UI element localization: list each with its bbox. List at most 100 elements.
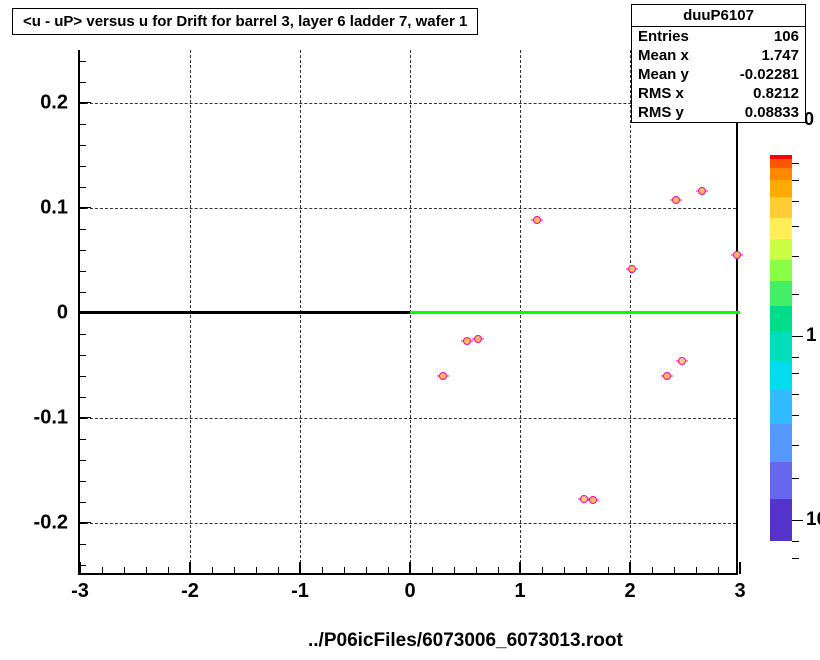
x-tick-minor — [586, 567, 587, 574]
stats-name: duuP6107 — [632, 5, 805, 27]
data-point — [474, 335, 482, 343]
colorbar-tick — [792, 256, 799, 257]
y-tick-minor — [79, 418, 86, 419]
gridline-h — [80, 523, 736, 524]
stats-value: 106 — [774, 28, 799, 45]
data-point — [698, 187, 706, 195]
colorbar-tick — [792, 541, 799, 542]
x-axis-label: 0 — [404, 580, 415, 603]
x-tick-minor — [344, 567, 345, 574]
x-axis-label: 2 — [624, 580, 635, 603]
x-tick-minor — [168, 567, 169, 574]
y-tick-minor — [79, 502, 86, 503]
y-tick-minor — [79, 292, 86, 293]
x-tick-minor — [476, 567, 477, 574]
x-tick-minor — [674, 567, 675, 574]
y-tick-minor — [79, 271, 86, 272]
x-tick-minor — [146, 567, 147, 574]
x-tick-minor — [696, 567, 697, 574]
y-axis-label: 0 — [57, 301, 80, 324]
colorbar-tick — [792, 415, 799, 416]
stats-row: Entries106 — [632, 27, 805, 46]
x-tick-minor — [630, 567, 631, 574]
x-tick-minor — [454, 567, 455, 574]
stats-label: Mean y — [638, 66, 689, 83]
x-tick-minor — [520, 567, 521, 574]
y-axis-label: 0.2 — [40, 91, 80, 114]
stats-value: -0.02281 — [740, 66, 799, 83]
colorbar-segment — [770, 361, 792, 390]
y-tick-minor — [79, 460, 86, 461]
colorbar-tick — [792, 294, 799, 295]
colorbar-segment — [770, 260, 792, 281]
colorbar-tick — [792, 226, 799, 227]
y-tick-minor — [79, 61, 86, 62]
colorbar-tick — [792, 201, 799, 202]
stats-rows: Entries106Mean x 1.747 Mean y -0.02281RMS x… — [632, 27, 805, 122]
y-tick-minor — [79, 355, 86, 356]
y-tick-minor — [79, 124, 86, 125]
x-tick-minor — [212, 567, 213, 574]
x-tick-minor — [366, 567, 367, 574]
y-tick-minor — [79, 439, 86, 440]
x-tick-minor — [608, 567, 609, 574]
chart-title-box: <u - uP> versus u for Drift for barrel 3… — [12, 8, 478, 35]
stats-row: RMS y0.08833 — [632, 103, 805, 122]
x-axis-label: -2 — [181, 580, 199, 603]
x-tick-minor — [718, 567, 719, 574]
data-point — [463, 337, 471, 345]
data-point — [663, 372, 671, 380]
y-tick-minor — [79, 103, 86, 104]
x-axis-label: 3 — [734, 580, 745, 603]
colorbar-segment — [770, 180, 792, 197]
y-axis-label: -0.1 — [34, 406, 80, 429]
x-tick-minor — [278, 567, 279, 574]
y-tick-minor — [79, 334, 86, 335]
colorbar-segment — [770, 331, 792, 360]
plot-area: -0.2-0.100.10.2-3-2-10123 — [78, 50, 738, 575]
gridline-h — [80, 418, 736, 419]
data-point — [533, 216, 541, 224]
stats-label: Mean x — [638, 47, 689, 64]
x-tick-minor — [498, 567, 499, 574]
colorbar-segment — [770, 541, 792, 575]
stats-value: 1.747 — [761, 47, 799, 64]
stats-row: RMS x0.8212 — [632, 84, 805, 103]
y-tick-minor — [79, 250, 86, 251]
x-tick-minor — [652, 567, 653, 574]
x-tick-minor — [410, 567, 411, 574]
x-tick-minor — [432, 567, 433, 574]
gridline-h — [80, 208, 736, 209]
x-tick-minor — [124, 567, 125, 574]
colorbar-segment — [770, 197, 792, 218]
colorbar-tick — [792, 394, 799, 395]
footer-path: ../P06icFiles/6073006_6073013.root — [308, 630, 623, 652]
y-axis-label: 0.1 — [40, 196, 80, 219]
colorbar-segment — [770, 159, 792, 167]
y-tick-minor — [79, 187, 86, 188]
x-tick — [739, 562, 741, 574]
colorbar-tick — [792, 180, 799, 181]
y-tick-minor — [79, 229, 86, 230]
stats-value: 0.08833 — [745, 104, 799, 121]
y-tick-minor — [79, 376, 86, 377]
y-tick-minor — [79, 145, 86, 146]
chart-title: <u - uP> versus u for Drift for barrel 3… — [23, 13, 467, 30]
colorbar-tick — [792, 373, 799, 374]
x-tick-minor — [388, 567, 389, 574]
colorbar-segment — [770, 306, 792, 331]
y-tick-minor — [79, 208, 86, 209]
data-point — [628, 265, 636, 273]
colorbar-tick — [792, 478, 799, 479]
x-tick-minor — [102, 567, 103, 574]
stats-row: Mean y -0.02281 — [632, 65, 805, 84]
colorbar-segment — [770, 462, 792, 500]
x-tick-minor — [234, 567, 235, 574]
colorbar-tick — [792, 558, 799, 559]
data-point — [672, 196, 680, 204]
x-tick-minor — [80, 567, 81, 574]
colorbar-tick — [792, 163, 799, 164]
x-tick-minor — [322, 567, 323, 574]
stats-box: duuP6107 Entries106Mean x 1.747 Mean y -0.0… — [631, 4, 806, 123]
colorbar-segment — [770, 499, 792, 541]
